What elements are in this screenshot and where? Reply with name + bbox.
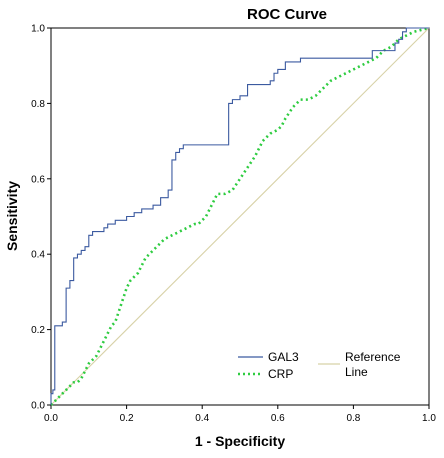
x-tick-label: 0.4	[195, 413, 209, 424]
legend-label-crp: CRP	[268, 367, 293, 381]
x-axis-ticks: 0.0 0.2 0.4 0.6 0.8 1.0	[44, 405, 436, 424]
y-tick-label: 0.6	[31, 174, 45, 185]
x-tick-label: 0.0	[44, 413, 58, 424]
x-axis-label: 1 - Specificity	[195, 433, 285, 449]
legend-label-reference-line2: Line	[345, 365, 368, 379]
series-line-gal3	[50, 27, 429, 405]
legend-label-reference: Reference	[345, 350, 401, 364]
legend-label-gal3: GAL3	[268, 350, 299, 364]
series-line-crp	[50, 26, 430, 406]
y-tick-label: 0.2	[31, 325, 45, 336]
chart-title: ROC Curve	[247, 6, 327, 23]
series-line-reference-line	[50, 27, 430, 406]
x-tick-label: 0.6	[271, 413, 285, 424]
y-tick-label: 1.0	[31, 24, 45, 35]
y-axis-label: Sensitivity	[4, 181, 20, 251]
y-axis-ticks: 0.0 0.2 0.4 0.6 0.8 1.0	[31, 24, 51, 412]
x-tick-label: 0.2	[120, 413, 134, 424]
x-tick-label: 1.0	[422, 413, 436, 424]
y-tick-label: 0.8	[31, 99, 45, 110]
series-layer	[50, 26, 430, 406]
legend: GAL3 CRP Reference Line	[238, 350, 401, 381]
x-tick-label: 0.8	[346, 413, 360, 424]
y-tick-label: 0.0	[31, 401, 45, 412]
y-tick-label: 0.4	[31, 250, 45, 261]
